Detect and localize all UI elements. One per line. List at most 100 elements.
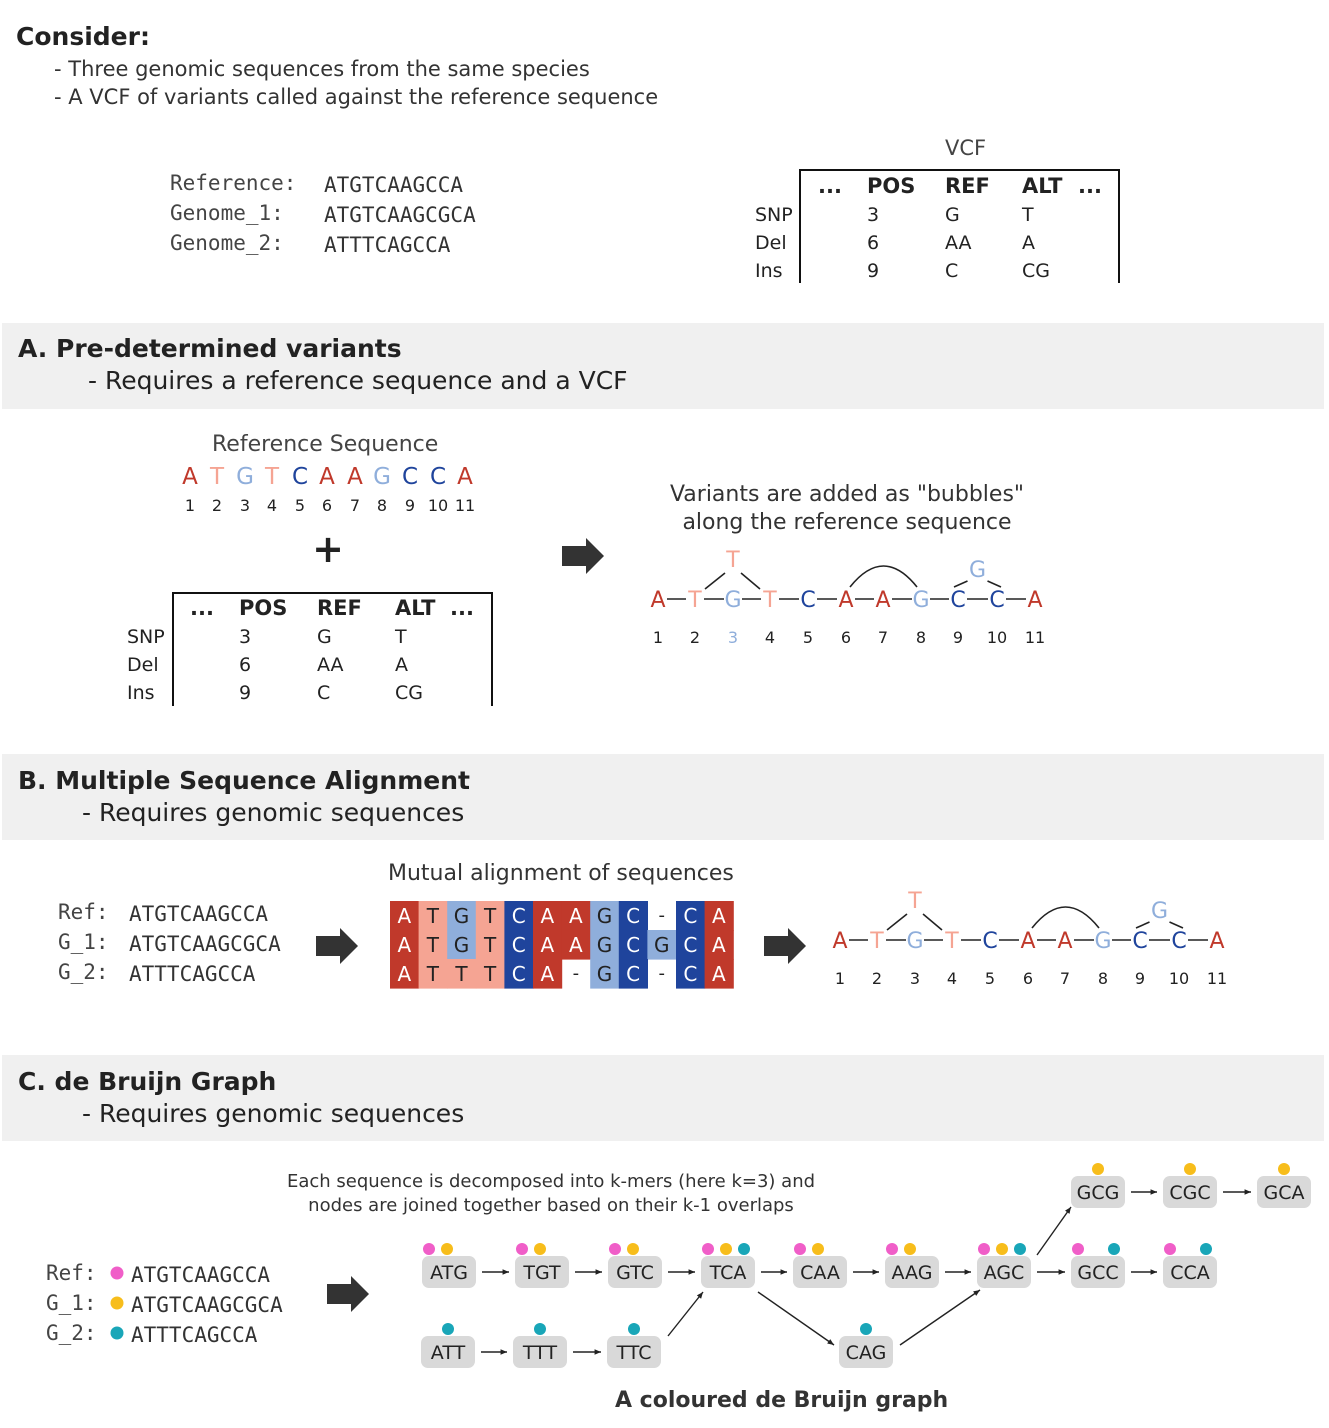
msa-letter: G <box>454 904 470 928</box>
section-b-band <box>2 754 1324 840</box>
msa-seq-g1: ATGTCAAGCGCA <box>129 932 281 956</box>
reference-letter: C <box>292 464 308 490</box>
position-number: 11 <box>455 496 475 515</box>
graph-node-letter: G <box>912 588 929 613</box>
msa-cell <box>704 901 734 931</box>
vcf-row-type: SNP <box>755 204 793 226</box>
dbg-seq-g2: ATTTCAGCCA <box>131 1323 258 1347</box>
genome-color-dot <box>628 1323 640 1335</box>
kmer-node <box>513 1336 567 1368</box>
msa-letter: A <box>540 904 554 928</box>
msa-cell <box>676 930 706 960</box>
graph-node-letter: A <box>1020 929 1035 954</box>
position-number: 7 <box>350 496 360 515</box>
graph-edge <box>1135 921 1150 929</box>
genome-color-dot <box>996 1243 1008 1255</box>
insertion-alt-letter: G <box>1151 899 1168 924</box>
position-number: 10 <box>428 496 448 515</box>
dbg-arrowhead <box>688 1269 695 1275</box>
dbg-arrowhead <box>973 1290 980 1296</box>
vcf-table-top <box>799 169 1120 283</box>
section-c-band <box>2 1055 1324 1141</box>
msa-cell <box>504 930 534 960</box>
msa-label-ref: Ref: <box>58 900 109 924</box>
genome-color-dot <box>978 1243 990 1255</box>
position-number: 11 <box>1025 628 1045 647</box>
kmer-node <box>793 1256 847 1288</box>
graph-edge <box>704 572 726 590</box>
msa-cell <box>676 959 706 989</box>
kmer-label: GTC <box>616 1262 654 1284</box>
dbg-edges <box>481 1189 1251 1355</box>
graph-edge <box>1169 921 1184 929</box>
dbg-caption: Each sequence is decomposed into k-mers … <box>250 1170 852 1218</box>
msa-letter: C <box>626 962 640 986</box>
kmer-label: CAA <box>800 1262 840 1284</box>
genome-color-dot <box>609 1243 621 1255</box>
genome-color-dot <box>1092 1163 1104 1175</box>
dbg-edge <box>1036 1206 1072 1256</box>
vcf-table-a <box>172 592 493 706</box>
msa-cell <box>647 930 677 960</box>
graph-node-letter: G <box>906 929 923 954</box>
genome-label-ref: Reference: <box>170 171 297 195</box>
msa-gap: - <box>658 963 665 984</box>
dbg-arrowhead <box>827 1339 834 1345</box>
dbg-label-g1: G_1: <box>46 1291 97 1315</box>
kmer-label: GCC <box>1077 1262 1118 1284</box>
msa-letter: A <box>397 933 411 957</box>
kmer-label: GCG <box>1077 1182 1120 1204</box>
vcf-a-row-type: SNP <box>127 626 165 648</box>
genome-color-dot <box>1108 1243 1120 1255</box>
graph-node-letter: A <box>832 929 847 954</box>
graph-node-letter: T <box>687 588 702 613</box>
kmer-node <box>1163 1176 1217 1208</box>
vcf-row-ref: C <box>945 260 959 282</box>
kmer-label: ATG <box>430 1262 468 1284</box>
position-number: 8 <box>377 496 387 515</box>
msa-cell <box>447 930 477 960</box>
vcf-a-row-ref: AA <box>317 654 344 676</box>
genome-label-g2: Genome_2: <box>170 231 284 255</box>
msa-letter: T <box>454 962 468 986</box>
genome-color-dot <box>860 1323 872 1335</box>
reference-letter: T <box>264 464 280 490</box>
arrow-right-icon <box>327 1276 369 1312</box>
kmer-node <box>701 1256 755 1288</box>
vcf-row-pos: 9 <box>867 260 880 282</box>
dbg-arrowhead <box>696 1292 703 1299</box>
vcf-row-ref: AA <box>945 232 972 254</box>
vcf-a-header-alt: ALT <box>395 596 436 620</box>
deletion-arc <box>1031 906 1100 929</box>
msa-cell <box>475 959 505 989</box>
msa-letter: C <box>512 962 526 986</box>
msa-cell <box>418 930 448 960</box>
position-number: 8 <box>1098 969 1108 988</box>
position-number: 7 <box>878 628 888 647</box>
genome-color-dot <box>423 1243 435 1255</box>
vcf-a-row-alt: T <box>395 626 407 648</box>
position-number: 1 <box>653 628 663 647</box>
kmer-label: CGC <box>1169 1182 1210 1204</box>
vcf-row-type: Del <box>755 232 787 254</box>
msa-cell <box>475 930 505 960</box>
genome-color-dot <box>720 1243 732 1255</box>
vcf-a-row-ref: G <box>317 626 332 648</box>
msa-letter: G <box>597 904 613 928</box>
genome-color-dot <box>441 1243 453 1255</box>
vcf-a-row-type: Ins <box>127 682 155 704</box>
vcf-a-ellipsis-left: ... <box>190 596 214 620</box>
position-number: 9 <box>1135 969 1145 988</box>
msa-letter: A <box>712 962 726 986</box>
kmer-node <box>839 1336 893 1368</box>
position-number: 10 <box>987 628 1007 647</box>
msa-letter: A <box>540 962 554 986</box>
dbg-seq-g1: ATGTCAAGCGCA <box>131 1293 283 1317</box>
snp-alt-letter: T <box>725 548 740 573</box>
vcf-a-row-type: Del <box>127 654 159 676</box>
msa-label-g1: G_1: <box>58 930 109 954</box>
graph-node-letter: T <box>762 588 777 613</box>
dbg-arrowhead <box>1150 1269 1157 1275</box>
msa-cell <box>390 930 420 960</box>
